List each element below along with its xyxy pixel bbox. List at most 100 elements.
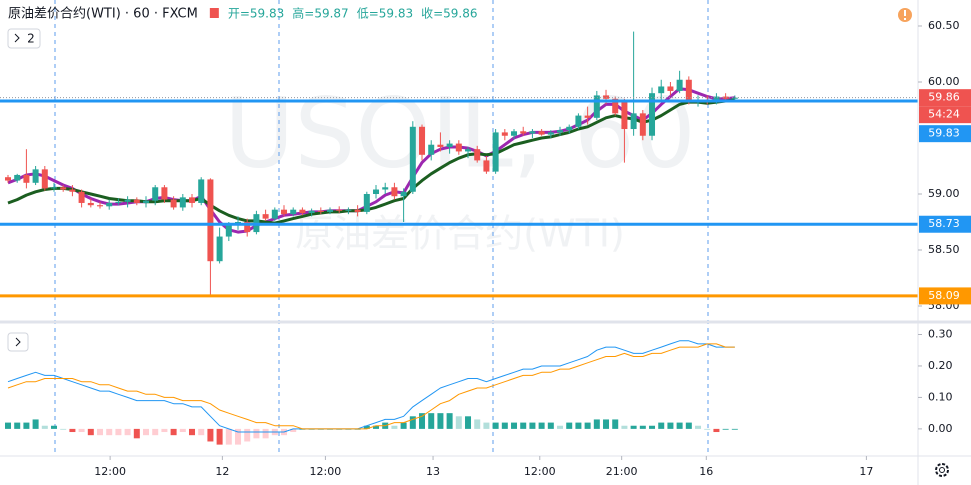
candle-body (529, 131, 536, 134)
histogram-bar (667, 422, 674, 429)
histogram-bar (704, 428, 711, 430)
candle-body (649, 93, 656, 136)
candle-body (676, 79, 683, 91)
candle-body (603, 95, 610, 99)
histogram-bar (511, 422, 518, 429)
histogram-bar (115, 428, 122, 436)
y-tick-label: 0.30 (928, 327, 953, 340)
candle-body (143, 200, 150, 203)
candle-body (345, 209, 352, 211)
histogram-bar (603, 419, 610, 429)
histogram-bar (557, 425, 564, 429)
candle-body (216, 236, 223, 262)
histogram-bar (391, 425, 398, 429)
histogram-bar (575, 422, 582, 429)
candle-body (106, 202, 113, 207)
candle-body (262, 214, 269, 219)
histogram-bar (244, 428, 251, 442)
histogram-bar (87, 428, 94, 436)
candle-body (69, 189, 76, 192)
candle-body (60, 187, 67, 190)
candle-body (685, 79, 692, 103)
y-tick-label: 60.50 (928, 19, 960, 32)
histogram-bar (621, 425, 628, 429)
countdown: 54:24 (928, 108, 960, 121)
candle-body (5, 177, 12, 181)
candle-body (501, 132, 508, 136)
histogram-bar (97, 428, 104, 436)
histogram-bar (216, 428, 223, 445)
histogram-bar (520, 422, 527, 429)
price-label: 59.83 (928, 127, 960, 140)
histogram-bar (612, 419, 619, 429)
candle-body (133, 199, 140, 203)
candle-body (428, 144, 435, 155)
collapse-button[interactable] (7, 28, 41, 49)
candle-body (492, 132, 499, 172)
candle-body (373, 189, 380, 194)
macd-legend-button[interactable] (7, 332, 29, 352)
ohlc-value: 收=59.86 (421, 7, 477, 21)
price-label-bg (919, 89, 971, 107)
histogram-bar (584, 422, 591, 429)
candle-body (391, 187, 398, 197)
candle-body (713, 96, 720, 103)
chevron (15, 337, 21, 347)
gear (935, 463, 949, 477)
x-tick-label: 21:00 (606, 465, 638, 478)
price-label-bg (919, 215, 971, 233)
histogram-bar (446, 413, 453, 429)
histogram-bar (198, 428, 205, 436)
histogram-bar (133, 428, 140, 439)
histogram-bar (363, 425, 370, 429)
candle-body (179, 197, 186, 208)
histogram-bar (253, 428, 260, 439)
histogram-bar (5, 422, 12, 429)
candle-body (317, 210, 324, 212)
histogram-bar (529, 422, 536, 429)
candle-body (474, 149, 481, 161)
flag-icon[interactable] (209, 8, 219, 18)
candle-body (23, 174, 30, 183)
candle-body (483, 160, 490, 172)
y-tick-label: 60.00 (928, 75, 960, 88)
pane-count: 2 (27, 32, 35, 46)
candle-body (124, 199, 131, 202)
x-tick-label: 12:00 (94, 465, 126, 478)
candle-body (557, 130, 564, 133)
histogram-bar (492, 422, 499, 429)
x-tick-label: 12:00 (524, 465, 556, 478)
histogram-bar (722, 428, 729, 430)
histogram-bar (658, 422, 665, 429)
candle-body (354, 209, 361, 212)
price-label: 58.73 (928, 217, 960, 230)
candle-body (667, 86, 674, 91)
candle-body (593, 95, 600, 118)
histogram-bar (474, 419, 481, 429)
histogram-bar (538, 422, 545, 429)
candle-body (281, 209, 288, 215)
histogram-bar (106, 428, 113, 436)
histogram-bar (465, 416, 472, 429)
candle-body (511, 131, 518, 136)
ohlc-value: 高=59.87 (292, 6, 348, 21)
candle-body (207, 179, 214, 262)
histogram-bar (32, 419, 39, 429)
histogram-bar (455, 416, 462, 429)
histogram-bar (566, 422, 573, 429)
candle-body (621, 102, 628, 130)
watermark-name: 原油差价合约(WTI) (295, 212, 625, 256)
settings-icon[interactable] (935, 463, 949, 477)
watermark-symbol: USOIL, 60 (224, 77, 696, 189)
histogram-bar (69, 428, 76, 433)
candle-body (152, 187, 159, 201)
candle-body (547, 132, 554, 135)
histogram-bar (14, 422, 21, 429)
histogram-bar (207, 428, 214, 442)
watermark-layer: USOIL, 60 原油差价合约(WTI) (224, 77, 696, 255)
candle-body (731, 97, 738, 99)
candle-body (290, 209, 297, 215)
candle-body (244, 221, 251, 233)
